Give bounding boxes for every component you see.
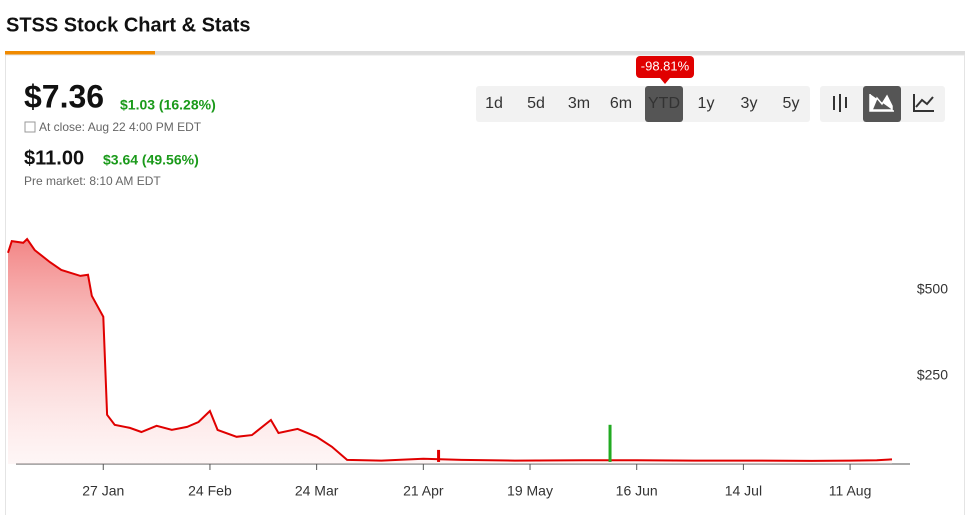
price: $7.36: [24, 78, 104, 114]
change: $1.03 (16.28%): [120, 97, 216, 113]
close-note: At close: Aug 22 4:00 PM EDT: [39, 120, 202, 134]
range-button[interactable]: YTD: [648, 95, 680, 112]
range-button[interactable]: 1y: [698, 95, 715, 112]
x-tick-label: 24 Feb: [188, 483, 232, 499]
pre-change: $3.64 (49.56%): [103, 152, 199, 168]
badge-pointer: [660, 78, 670, 84]
area-icon[interactable]: [869, 94, 894, 112]
range-button[interactable]: 3m: [568, 95, 590, 112]
badge-text: -98.81%: [641, 58, 690, 73]
range-button[interactable]: 1d: [485, 95, 503, 112]
x-tick-label: 14 Jul: [725, 483, 762, 499]
badge: [636, 56, 694, 78]
range-active[interactable]: [645, 86, 683, 122]
x-tick-label: 16 Jun: [616, 483, 658, 499]
range-button[interactable]: 5y: [783, 95, 800, 112]
pre-price: $11.00: [24, 147, 84, 169]
y-tick-label: $250: [917, 367, 948, 383]
price-line: [7, 237, 893, 462]
x-tick-label: 11 Aug: [829, 483, 872, 499]
page-title: STSS Stock Chart & Stats: [6, 14, 251, 36]
pre-note: Pre market: 8:10 AM EDT: [24, 174, 161, 188]
panel: [5, 54, 965, 520]
tab-active: [5, 51, 155, 55]
line-icon[interactable]: [913, 94, 934, 112]
x-tick-label: 27 Jan: [82, 483, 124, 499]
calendar-icon: [24, 121, 36, 133]
range-button[interactable]: 3y: [741, 95, 758, 112]
range-button[interactable]: 5d: [527, 95, 545, 112]
x-tick-label: 19 May: [507, 483, 553, 499]
range-group: [476, 86, 810, 122]
area: [8, 239, 892, 464]
x-tick-label: 21 Apr: [403, 483, 444, 499]
tab-rule: [5, 51, 965, 55]
x-tick-label: 24 Mar: [295, 483, 339, 499]
candle-icon[interactable]: [833, 94, 847, 112]
range-button[interactable]: 6m: [610, 95, 632, 112]
y-tick-label: $500: [917, 281, 948, 297]
